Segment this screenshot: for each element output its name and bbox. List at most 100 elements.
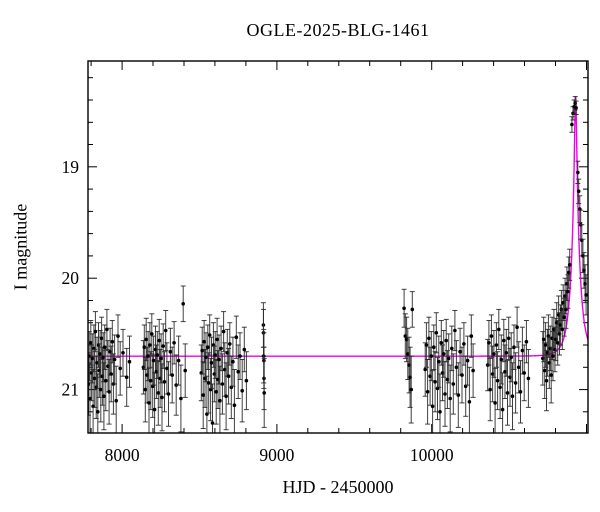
data-point <box>180 285 186 323</box>
data-point <box>206 352 212 414</box>
data-point <box>525 349 531 408</box>
data-point <box>426 316 432 360</box>
data-point <box>443 318 449 363</box>
data-point <box>169 346 175 404</box>
model-curve <box>88 95 588 357</box>
y-tick-label: 20 <box>62 268 80 288</box>
data-point <box>519 326 525 375</box>
data-point <box>442 361 448 427</box>
data-point <box>219 353 225 415</box>
y-axis-title: I magnitude <box>10 203 31 291</box>
data-point <box>493 322 499 368</box>
chart-title: OGLE-2025-BLG-1461 <box>246 20 430 40</box>
data-point <box>182 343 188 398</box>
data-point <box>514 306 520 348</box>
data-point <box>237 332 243 380</box>
data-point <box>243 351 249 411</box>
data-point <box>583 274 588 316</box>
data-point <box>409 291 415 328</box>
data-point <box>544 350 549 412</box>
data-point <box>154 331 160 379</box>
data-point <box>450 353 456 415</box>
data-point <box>147 322 153 368</box>
plot-frame <box>87 60 589 434</box>
data-point <box>103 350 109 412</box>
data-point <box>548 346 554 404</box>
data-point <box>550 331 556 382</box>
data-point <box>487 357 493 422</box>
data-point <box>438 320 444 366</box>
data-point <box>261 357 267 428</box>
data-point <box>505 360 510 426</box>
data-point <box>148 351 154 411</box>
data-point <box>495 351 501 411</box>
data-point <box>433 312 439 354</box>
data-point <box>579 224 585 257</box>
data-point <box>432 351 438 413</box>
data-point <box>470 343 476 398</box>
data-series <box>88 96 588 433</box>
x-tick-label: 8000 <box>105 445 140 465</box>
data-point <box>102 324 108 370</box>
x-tick-label: 10000 <box>410 445 454 465</box>
data-point <box>492 367 498 433</box>
data-point <box>241 326 247 373</box>
data-point <box>108 345 114 403</box>
data-point <box>113 365 119 433</box>
data-point <box>401 288 407 328</box>
data-point <box>408 355 414 424</box>
data-point <box>569 116 575 133</box>
data-point <box>162 351 167 413</box>
data-point <box>109 320 115 364</box>
data-point <box>449 325 455 372</box>
x-tick-label: 9000 <box>259 445 294 465</box>
data-point <box>127 335 132 388</box>
data-point <box>124 347 130 407</box>
data-point <box>573 100 579 115</box>
data-point <box>210 322 216 368</box>
y-tick-label: 21 <box>62 380 80 400</box>
data-point <box>115 314 121 358</box>
data-point <box>156 318 162 363</box>
data-point <box>437 373 443 433</box>
data-point <box>171 321 177 365</box>
data-point <box>221 311 227 353</box>
data-point <box>176 335 182 386</box>
data-point <box>491 330 497 378</box>
data-point <box>214 317 220 362</box>
data-point <box>555 320 561 366</box>
data-point <box>223 362 229 431</box>
data-point <box>511 324 517 370</box>
data-point <box>466 366 472 433</box>
data-point <box>576 178 582 205</box>
data-point <box>117 341 123 396</box>
data-point <box>151 335 157 386</box>
data-point <box>501 318 507 363</box>
data-point <box>141 324 147 370</box>
data-point <box>513 352 519 414</box>
data-point <box>120 328 126 377</box>
data-point <box>446 333 452 384</box>
data-point <box>496 308 502 350</box>
y-tick-label: 19 <box>62 157 80 177</box>
x-axis-title: HJD - 2450000 <box>282 477 394 497</box>
data-point <box>104 308 110 350</box>
data-point <box>575 160 581 184</box>
data-point <box>518 360 523 424</box>
data-point <box>160 323 166 369</box>
data-point <box>561 297 567 337</box>
data-point <box>231 369 237 433</box>
data-point <box>521 344 527 402</box>
data-point <box>488 314 494 358</box>
data-point <box>468 314 474 358</box>
data-point <box>453 340 459 395</box>
tick-labels: 8000 9000 10000 19 20 21 <box>62 157 454 465</box>
data-point <box>205 324 211 370</box>
data-point <box>146 367 152 433</box>
data-point <box>209 336 214 389</box>
data-point <box>436 335 442 388</box>
data-point <box>423 322 429 368</box>
data-point <box>239 359 245 423</box>
data-point <box>91 324 97 373</box>
